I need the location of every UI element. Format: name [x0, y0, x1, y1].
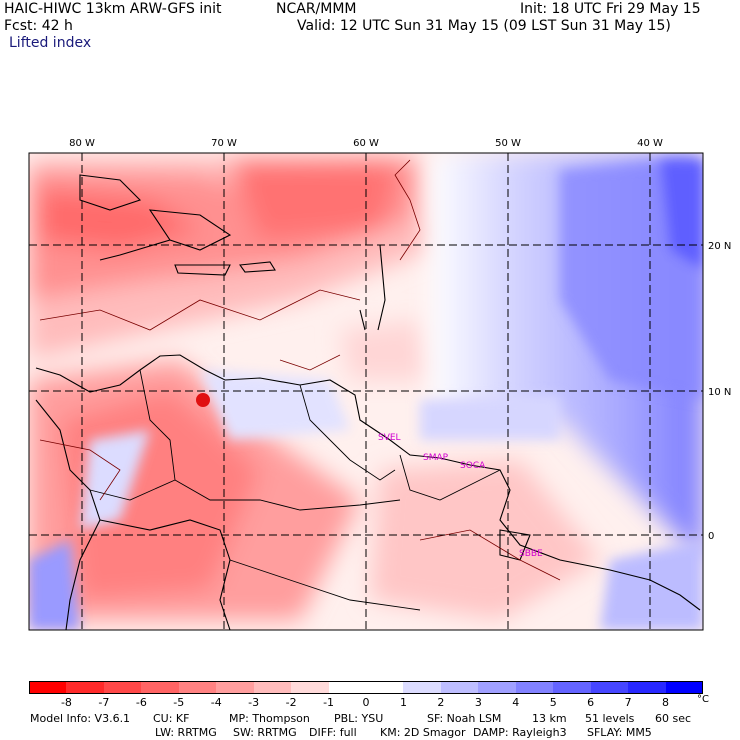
lon-label: 70 W	[211, 138, 237, 149]
colorbar-tick-label: 2	[437, 696, 445, 709]
colorbar-swatch	[553, 681, 592, 694]
colorbar-swatch	[328, 681, 367, 694]
colorbar-tick-label: -4	[210, 696, 222, 709]
colorbar-swatch	[291, 681, 330, 694]
lon-label: 80 W	[69, 138, 95, 149]
footer-sw: SW: RRTMG	[233, 726, 297, 739]
org-label: NCAR/MMM	[276, 1, 357, 17]
colorbar-tick-label: -8	[60, 696, 72, 709]
colorbar-swatch	[66, 681, 105, 694]
colorbar-swatch	[403, 681, 442, 694]
colorbar-tick-label: 6	[587, 696, 595, 709]
colorbar-swatch	[478, 681, 517, 694]
colorbar-swatch	[178, 681, 217, 694]
colorbar-tick-label: 4	[512, 696, 520, 709]
footer-pbl: PBL: YSU	[334, 712, 384, 725]
footer-lw: LW: RRTMG	[155, 726, 217, 739]
footer-levels: 51 levels	[585, 712, 635, 725]
footer-diff: DIFF: full	[309, 726, 357, 739]
colorbar-tick-label: -5	[173, 696, 185, 709]
model-title: HAIC-HIWC 13km ARW-GFS init	[4, 1, 222, 17]
footer-cu: CU: KF	[153, 712, 190, 725]
init-time: Init: 18 UTC Fri 29 May 15	[520, 1, 701, 17]
lat-label: 20 N	[708, 241, 731, 252]
colorbar-tick-label: -2	[285, 696, 297, 709]
colorbar-swatch	[141, 681, 180, 694]
colorbar-swatch	[628, 681, 667, 694]
map-field: SVEL SMAP SOCA SBBE	[29, 153, 703, 630]
colorbar-swatch	[665, 681, 704, 694]
lon-label: 60 W	[353, 138, 379, 149]
colorbar-tick-label: 5	[549, 696, 557, 709]
colorbar-tick-label: 1	[399, 696, 407, 709]
station-label: SOCA	[460, 461, 486, 471]
station-label: SMAP	[423, 453, 449, 463]
colorbar-tick-label: 7	[624, 696, 632, 709]
forecast-hour: Fcst: 42 h	[4, 18, 73, 34]
colorbar-tick-label: 3	[474, 696, 482, 709]
colorbar-tick-label: -1	[323, 696, 335, 709]
footer-km: KM: 2D Smagor	[380, 726, 466, 739]
colorbar-swatch	[515, 681, 554, 694]
lon-label: 50 W	[495, 138, 521, 149]
footer-damp: DAMP: Rayleigh3	[473, 726, 567, 739]
footer-sflay: SFLAY: MM5	[587, 726, 652, 739]
station-label: SBBE	[519, 549, 543, 559]
footer-sf: SF: Noah LSM	[427, 712, 502, 725]
colorbar-swatch	[590, 681, 629, 694]
colorbar-swatch	[29, 681, 67, 694]
colorbar-swatch	[440, 681, 479, 694]
colorbar-tick-label: -6	[135, 696, 147, 709]
colorbar-swatch	[366, 681, 404, 694]
station-label: SVEL	[378, 433, 401, 443]
footer-timestep: 60 sec	[655, 712, 692, 725]
lon-label: 40 W	[637, 138, 663, 149]
colorbar-tick-label: 8	[662, 696, 670, 709]
footer-resolution: 13 km	[532, 712, 567, 725]
map-frame	[28, 152, 704, 631]
field-name: Lifted index	[9, 35, 92, 51]
lat-label: 10 N	[708, 387, 731, 398]
footer-model-version: Model Info: V3.6.1	[30, 712, 131, 725]
colorbar-swatch	[216, 681, 255, 694]
colorbar-unit: °C	[697, 694, 709, 705]
colorbar-swatch	[253, 681, 292, 694]
colorbar-tick-label: -7	[98, 696, 110, 709]
colorbar-swatch	[103, 681, 142, 694]
lat-label: 0	[708, 531, 714, 542]
footer-mp: MP: Thompson	[229, 712, 310, 725]
colorbar-tick-label: -3	[248, 696, 260, 709]
colorbar-tick-label: 0	[362, 696, 370, 709]
valid-time: Valid: 12 UTC Sun 31 May 15 (09 LST Sun …	[297, 18, 671, 34]
